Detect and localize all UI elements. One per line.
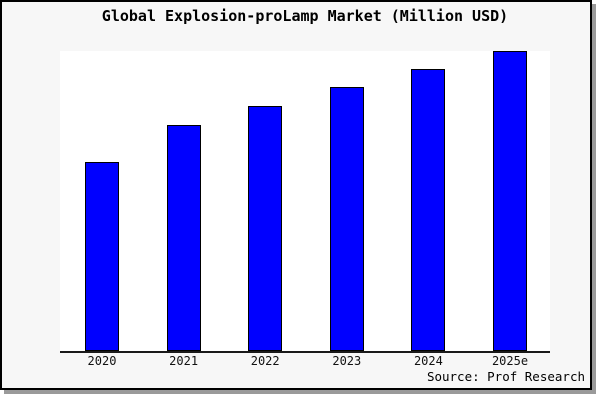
bar-2023	[329, 87, 364, 351]
bar-2021	[166, 125, 201, 351]
chart-title: Global Explosion-proLamp Market (Million…	[101, 7, 509, 25]
x-tick-label-2025e: 2025e	[491, 354, 529, 368]
x-tick-label-2021: 2021	[169, 354, 199, 368]
x-tick-label-2024: 2024	[413, 354, 443, 368]
x-tick-label-2022: 2022	[250, 354, 280, 368]
x-tick-label-2020: 2020	[87, 354, 117, 368]
bar-2022	[248, 106, 283, 351]
bar-2024	[411, 69, 446, 351]
source-caption: Source: Prof Research	[426, 369, 585, 384]
chart-figure: Global Explosion-proLamp Market (Million…	[0, 0, 592, 390]
bar-2020	[85, 162, 119, 351]
bar-2025e	[493, 51, 527, 351]
x-tick-label-2023: 2023	[332, 354, 362, 368]
plot-area	[60, 51, 550, 353]
